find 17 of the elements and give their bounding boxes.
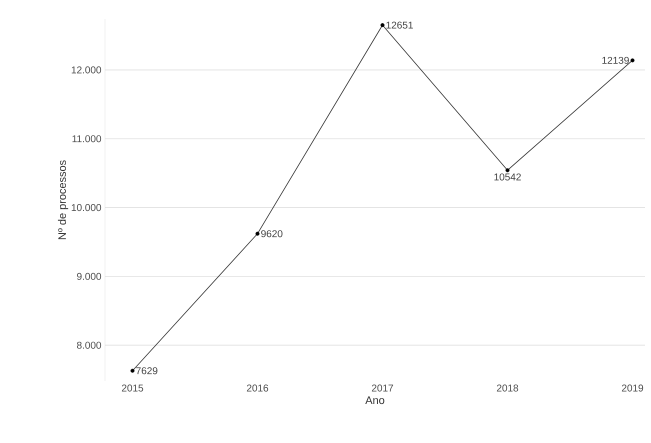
data-label: 7629 <box>136 367 158 374</box>
x-tick-label: 2016 <box>246 384 268 392</box>
y-axis-title: Nº de processos <box>58 160 68 240</box>
data-label: 12139 <box>602 56 629 64</box>
x-tick-label: 2019 <box>622 384 644 392</box>
data-label: 10542 <box>494 173 521 181</box>
data-label: 9620 <box>261 230 282 238</box>
x-tick-label: 2018 <box>496 384 518 392</box>
y-tick-label: 8.000 <box>76 342 102 349</box>
x-tick-label: 2017 <box>372 384 394 392</box>
y-tick-label: 11.000 <box>72 135 102 142</box>
data-label: 12651 <box>386 22 413 29</box>
y-tick-label: 9.000 <box>77 272 102 280</box>
y-tick-label: 12.000 <box>72 66 102 74</box>
y-tick-label: 10.000 <box>72 204 102 212</box>
x-axis-title: Ano <box>365 396 384 404</box>
x-tick-label: 2015 <box>122 384 144 392</box>
